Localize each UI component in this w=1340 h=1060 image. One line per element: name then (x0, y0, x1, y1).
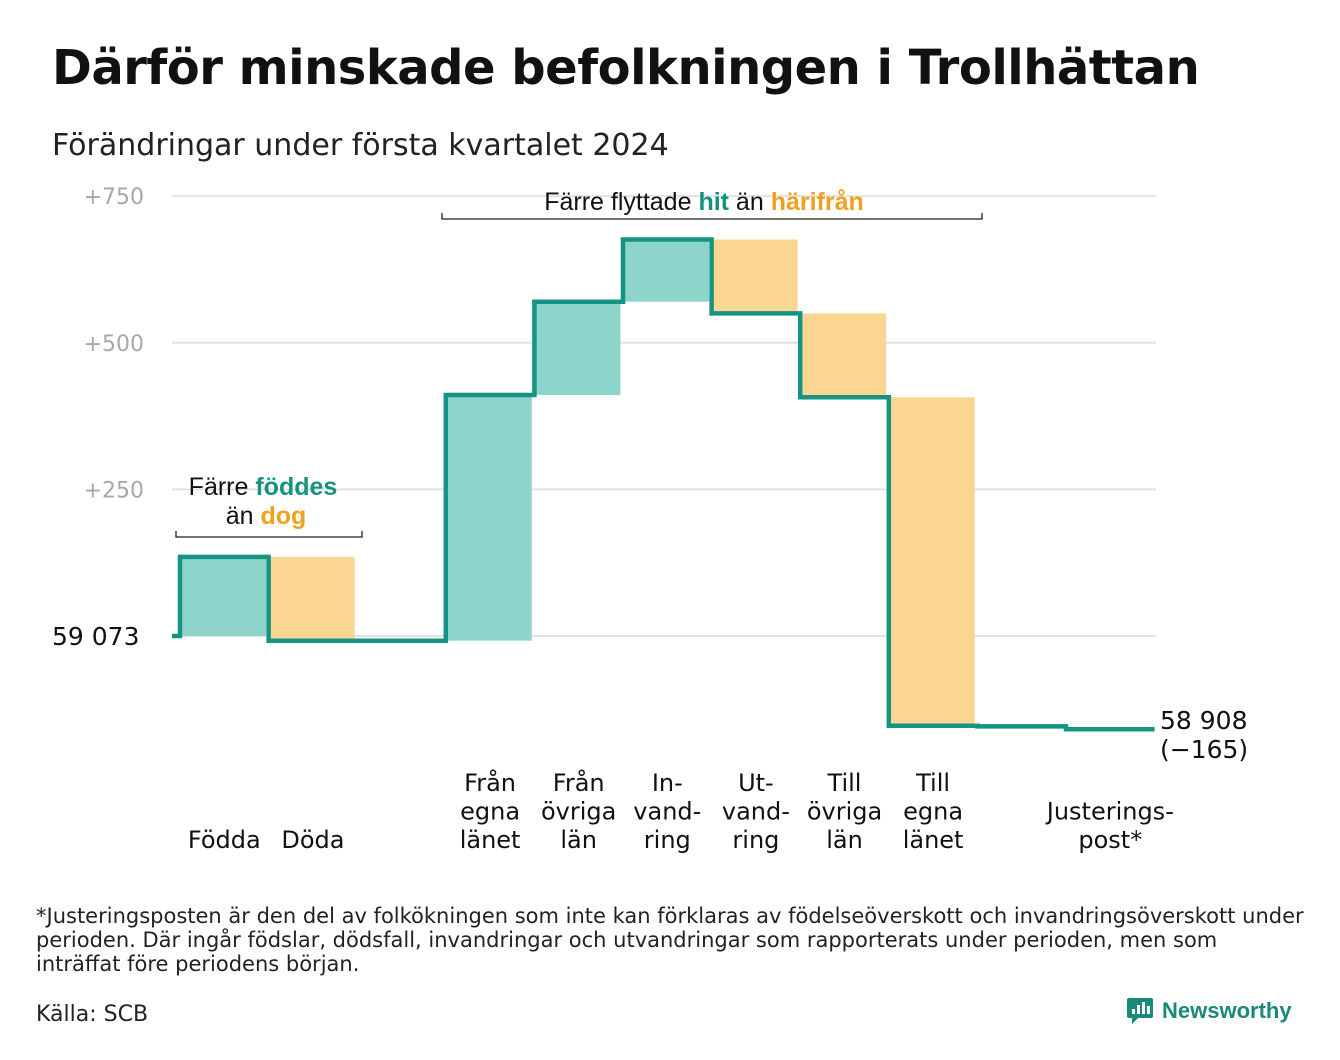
end-change-label: (−165) (1160, 735, 1248, 764)
chart-subtitle: Förändringar under första kvartalet 2024 (52, 128, 669, 163)
category-label: Från (464, 768, 516, 797)
category-label: län (560, 826, 597, 854)
category-label: Födda (188, 826, 261, 854)
brand-name: Newsworthy (1162, 998, 1292, 1023)
chart-title: Därför minskade befolkningen i Trollhätt… (52, 40, 1200, 96)
births-annotation-line2: än dog (226, 502, 307, 530)
brand-logo[interactable]: Newsworthy (1126, 996, 1292, 1026)
category-label: egna (903, 798, 963, 826)
waterfall-bar (534, 301, 621, 395)
category-label: Till (915, 769, 950, 797)
waterfall-bar (268, 556, 355, 641)
waterfall-bar (800, 313, 887, 398)
waterfall-bar (888, 397, 975, 726)
cumulative-step-line (172, 237, 1155, 732)
moves-bracket (441, 213, 983, 220)
category-label: Från (553, 768, 605, 797)
category-label: Till (827, 769, 862, 797)
category-label: övriga (541, 798, 616, 826)
newsworthy-logo-icon (1127, 998, 1153, 1024)
category-label: Döda (281, 826, 344, 854)
category-label: Justerings- (1045, 798, 1174, 826)
waterfall-bar (623, 239, 709, 302)
category-label: post* (1078, 826, 1142, 854)
waterfall-chart: +750 +500 +250 59 073 58 908(−165) Födda Döda F… (52, 185, 1248, 854)
moves-annotation: Färre flyttade hit än härifrån (544, 188, 864, 216)
footnote: *Justeringsposten är den del av folkökni… (36, 904, 1304, 976)
category-label: vand- (633, 798, 701, 826)
category-label: övriga (807, 798, 882, 826)
category-label: länet (460, 826, 521, 854)
category-label: län (826, 826, 863, 854)
category-label: Ut- (738, 769, 774, 797)
source-label: Källa: SCB (36, 1002, 149, 1027)
category-label: vand- (722, 798, 790, 826)
waterfall-bar (711, 239, 798, 314)
waterfall-bar (445, 394, 532, 641)
start-value-label: 59 073 (52, 622, 139, 651)
category-label: egna (460, 798, 520, 826)
category-label: ring (644, 826, 691, 854)
category-label: ring (732, 826, 779, 854)
births-annotation-line1: Färre föddes (189, 473, 338, 501)
end-value-label: 58 908 (1160, 706, 1247, 735)
y-tick-label: +750 (84, 185, 144, 210)
y-tick-label: +250 (84, 478, 144, 503)
births-bracket (175, 531, 363, 538)
waterfall-bar (180, 556, 266, 636)
y-tick-label: +500 (84, 332, 144, 357)
category-label: In- (652, 769, 683, 797)
category-label: länet (903, 826, 964, 854)
